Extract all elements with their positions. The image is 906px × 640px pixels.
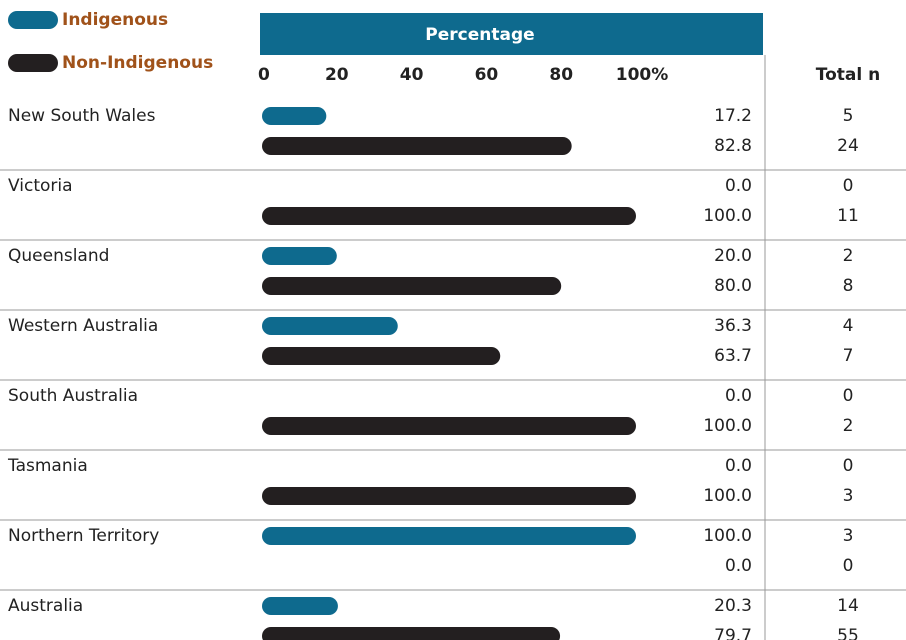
x-tick-label: 40 <box>400 65 424 85</box>
category-label: Northern Territory <box>8 526 159 546</box>
bar <box>262 277 562 295</box>
total-n: 7 <box>843 346 854 366</box>
bar <box>262 487 636 505</box>
value-label: 20.0 <box>714 246 752 266</box>
value-label: 79.7 <box>714 626 752 640</box>
value-label: 0.0 <box>725 456 752 476</box>
total-n: 5 <box>843 106 854 126</box>
bar <box>262 417 636 435</box>
legend-swatch <box>8 11 58 29</box>
total-n: 11 <box>837 206 859 226</box>
bar <box>262 107 327 125</box>
category-label: Victoria <box>8 176 73 196</box>
category-label: South Australia <box>8 386 138 406</box>
bar <box>262 627 561 640</box>
category-label: Australia <box>8 596 83 616</box>
value-label: 36.3 <box>714 316 752 336</box>
legend-label: Non-Indigenous <box>62 53 213 73</box>
value-label: 100.0 <box>703 486 752 506</box>
total-n: 0 <box>843 386 854 406</box>
total-n: 2 <box>843 246 854 266</box>
value-label: 0.0 <box>725 386 752 406</box>
total-n: 8 <box>843 276 854 296</box>
x-tick-label: 80 <box>549 65 573 85</box>
bar <box>262 137 572 155</box>
legend-swatch <box>8 54 58 72</box>
value-label: 100.0 <box>703 526 752 546</box>
category-label: Tasmania <box>7 456 88 476</box>
value-label: 100.0 <box>703 206 752 226</box>
category-label: Queensland <box>8 246 109 266</box>
x-tick-label: 60 <box>475 65 499 85</box>
x-tick-label: 100% <box>616 65 669 85</box>
total-n: 3 <box>843 486 854 506</box>
total-n: 0 <box>843 176 854 196</box>
value-label: 63.7 <box>714 346 752 366</box>
bar <box>262 527 636 545</box>
total-n: 0 <box>843 456 854 476</box>
total-n: 24 <box>837 136 859 156</box>
value-label: 80.0 <box>714 276 752 296</box>
totals-title: Total n <box>816 65 880 85</box>
total-n: 3 <box>843 526 854 546</box>
legend-label: Indigenous <box>62 10 168 30</box>
axis-title: Percentage <box>425 25 534 45</box>
value-label: 100.0 <box>703 416 752 436</box>
value-label: 17.2 <box>714 106 752 126</box>
header-band <box>260 13 763 55</box>
value-label: 20.3 <box>714 596 752 616</box>
bar <box>262 317 398 335</box>
bar <box>262 207 636 225</box>
bar <box>262 247 337 265</box>
value-label: 0.0 <box>725 176 752 196</box>
category-label: New South Wales <box>8 106 156 126</box>
total-n: 2 <box>843 416 854 436</box>
x-tick-label: 0 <box>258 65 270 85</box>
total-n: 55 <box>837 626 859 640</box>
total-n: 4 <box>843 316 854 336</box>
x-tick-label: 20 <box>325 65 349 85</box>
bar <box>262 347 501 365</box>
value-label: 0.0 <box>725 556 752 576</box>
value-label: 82.8 <box>714 136 752 156</box>
bar <box>262 597 338 615</box>
category-label: Western Australia <box>8 316 158 336</box>
total-n: 0 <box>843 556 854 576</box>
total-n: 14 <box>837 596 859 616</box>
